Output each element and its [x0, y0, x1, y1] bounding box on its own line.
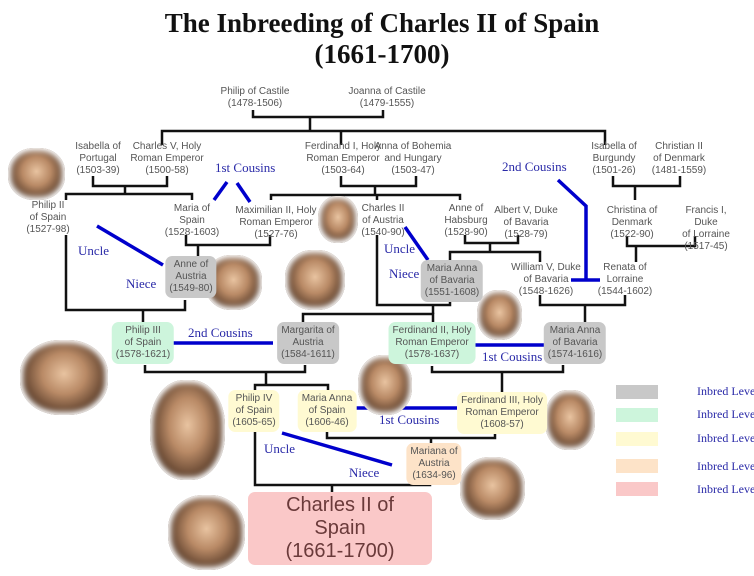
portrait-mariana-austria — [460, 457, 525, 520]
node-maximilian-ii: Maximilian II, Holy Roman Emperor (1527-… — [235, 205, 317, 240]
portrait-philip-ii — [8, 148, 65, 200]
label-first-cousins-top: 1st Cousins — [215, 160, 276, 175]
legend-swatch-level-5 — [616, 482, 658, 496]
label-niece-left: Niece — [126, 276, 157, 291]
node-charles-ii-of-spain: Charles II of Spain (1661-1700) — [248, 492, 432, 565]
node-renata-of-lorraine: Renata of Lorraine (1544-1602) — [597, 262, 653, 297]
label-uncle-mid: Uncle — [384, 241, 416, 256]
node-ferdinand-iii: Ferdinand III, Holy Roman Emperor (1608-… — [457, 392, 547, 434]
diagram-subtitle: (1661-1700) — [314, 39, 450, 69]
node-philip-iii: Philip III of Spain (1578-1621) — [111, 322, 175, 364]
node-mariana-of-austria: Mariana of Austria (1634-96) — [406, 443, 462, 485]
node-margarita-of-austria: Margarita of Austria (1584-1611) — [277, 322, 339, 364]
node-christina-of-denmark: Christina of Denmark (1522-90) — [606, 205, 658, 240]
legend-swatch-level-3 — [616, 432, 658, 446]
node-charles-ii-of-austria: Charles II of Austria (1540-90) — [361, 203, 405, 238]
portrait-maria-anna-spain — [358, 355, 412, 415]
node-philip-of-castile: Philip of Castile (1478-1506) — [220, 86, 290, 109]
node-maria-of-spain: Maria of Spain (1528-1603) — [164, 203, 220, 238]
node-maria-anna-of-bavaria-1574: Maria Anna of Bavaria (1574-1616) — [543, 322, 607, 364]
diagram-title: The Inbreeding of Charles II of Spain — [164, 8, 600, 38]
label-second-cousins-mid: 2nd Cousins — [188, 325, 253, 340]
legend-label-level-4: Inbred Level 4 — [697, 459, 754, 473]
label-second-cousins-top: 2nd Cousins — [502, 159, 567, 174]
node-philip-ii: Philip II of Spain (1527-98) — [26, 200, 70, 235]
node-maria-anna-of-spain: Maria Anna of Spain (1606-46) — [297, 390, 357, 432]
node-maria-anna-of-bavaria-1551: Maria Anna of Bavaria (1551-1608) — [420, 260, 484, 302]
label-uncle-left: Uncle — [78, 243, 110, 258]
node-philip-iv: Philip IV of Spain (1605-65) — [228, 390, 280, 432]
node-albert-v: Albert V, Duke of Bavaria (1528-79) — [494, 205, 558, 240]
legend-swatch-level-4 — [616, 459, 658, 473]
node-isabella-of-portugal: Isabella of Portugal (1503-39) — [75, 141, 121, 176]
label-niece-mid: Niece — [389, 266, 420, 281]
node-christian-ii: Christian II of Denmark (1481-1559) — [651, 141, 707, 176]
node-charles-v: Charles V, Holy Roman Emperor (1500-58) — [130, 141, 204, 176]
label-first-cousins-low: 1st Cousins — [379, 412, 440, 427]
legend-label-level-2: Inbred Level 2 — [697, 407, 754, 421]
node-isabella-of-burgundy: Isabella of Burgundy (1501-26) — [591, 141, 637, 176]
portrait-ferdinand-iii — [545, 390, 595, 450]
portrait-charles-ii-austria — [318, 196, 358, 243]
portrait-charles-ii-spain — [168, 495, 245, 570]
legend-label-level-3: Inbred Level 3 — [697, 431, 754, 445]
node-anna-of-bohemia: Anna of Bohemia and Hungary (1503-47) — [374, 141, 452, 176]
label-niece-low: Niece — [349, 465, 380, 480]
node-ferdinand-ii: Ferdinand II, Holy Roman Emperor (1578-1… — [388, 322, 476, 364]
portrait-ferdinand-ii — [477, 290, 522, 340]
node-ferdinand-i: Ferdinand I, Holy Roman Emperor (1503-64… — [304, 141, 382, 176]
node-william-v: William V, Duke of Bavaria (1548-1626) — [511, 262, 581, 297]
node-anne-of-habsburg: Anne of Habsburg (1528-90) — [444, 203, 488, 238]
node-francis-i: Francis I, Duke of Lorraine (1517-45) — [682, 205, 730, 252]
legend-swatch-level-1 — [616, 385, 658, 399]
portrait-philip-iv — [150, 380, 225, 480]
label-first-cousins-mid: 1st Cousins — [482, 349, 543, 364]
node-anne-of-austria: Anne of Austria (1549-80) — [165, 256, 217, 298]
portrait-philip-iii — [20, 340, 108, 415]
label-uncle-low: Uncle — [264, 441, 296, 456]
portrait-margarita-austria — [285, 250, 345, 310]
legend-label-level-5: Inbred Level 5 — [697, 482, 754, 496]
relation-lines — [96, 178, 600, 467]
legend-label-level-1: Inbred Level 1 — [697, 384, 754, 398]
legend-swatch-level-2 — [616, 408, 658, 422]
node-joanna-of-castile: Joanna of Castile (1479-1555) — [348, 86, 426, 109]
